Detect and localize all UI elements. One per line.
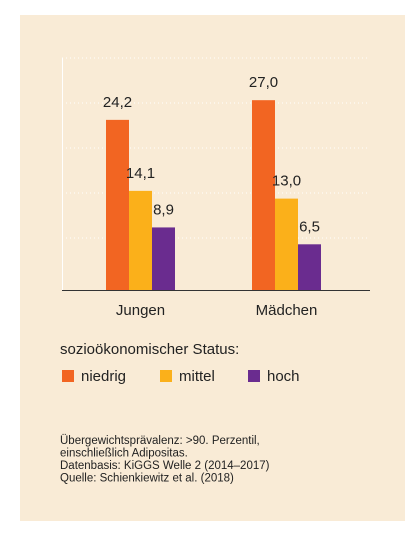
legend-swatch — [62, 370, 74, 382]
legend-title: sozioökonomischer Status: — [60, 341, 239, 358]
value-label: 24,2 — [103, 94, 132, 111]
legend-label: mittel — [179, 368, 215, 385]
x-tick-label: Mädchen — [256, 302, 318, 319]
legend-label: niedrig — [81, 368, 126, 385]
bar — [252, 100, 275, 290]
bar — [152, 227, 175, 290]
legend-swatch — [248, 370, 260, 382]
value-label: 27,0 — [249, 74, 278, 91]
bar — [106, 119, 129, 290]
footnote: Quelle: Schienkiewitz et al. (2018) — [60, 473, 234, 485]
x-tick-label: Jungen — [116, 302, 165, 319]
panel — [20, 15, 405, 521]
grid-decoration — [62, 57, 370, 239]
bar — [298, 244, 321, 290]
value-label: 14,1 — [126, 165, 155, 182]
value-label: 8,9 — [153, 201, 174, 218]
footnote: Datenbasis: KiGGS Welle 2 (2014–2017) — [60, 460, 270, 472]
legend-label: hoch — [267, 368, 300, 385]
value-label: 13,0 — [272, 173, 301, 190]
value-label: 6,5 — [299, 218, 320, 235]
bar — [129, 190, 152, 290]
footnote: einschließlich Adipositas. — [60, 448, 188, 460]
bar — [275, 198, 298, 290]
footnote: Übergewichtsprävalenz: >90. Perzentil, — [60, 435, 260, 447]
legend-swatch — [160, 370, 172, 382]
